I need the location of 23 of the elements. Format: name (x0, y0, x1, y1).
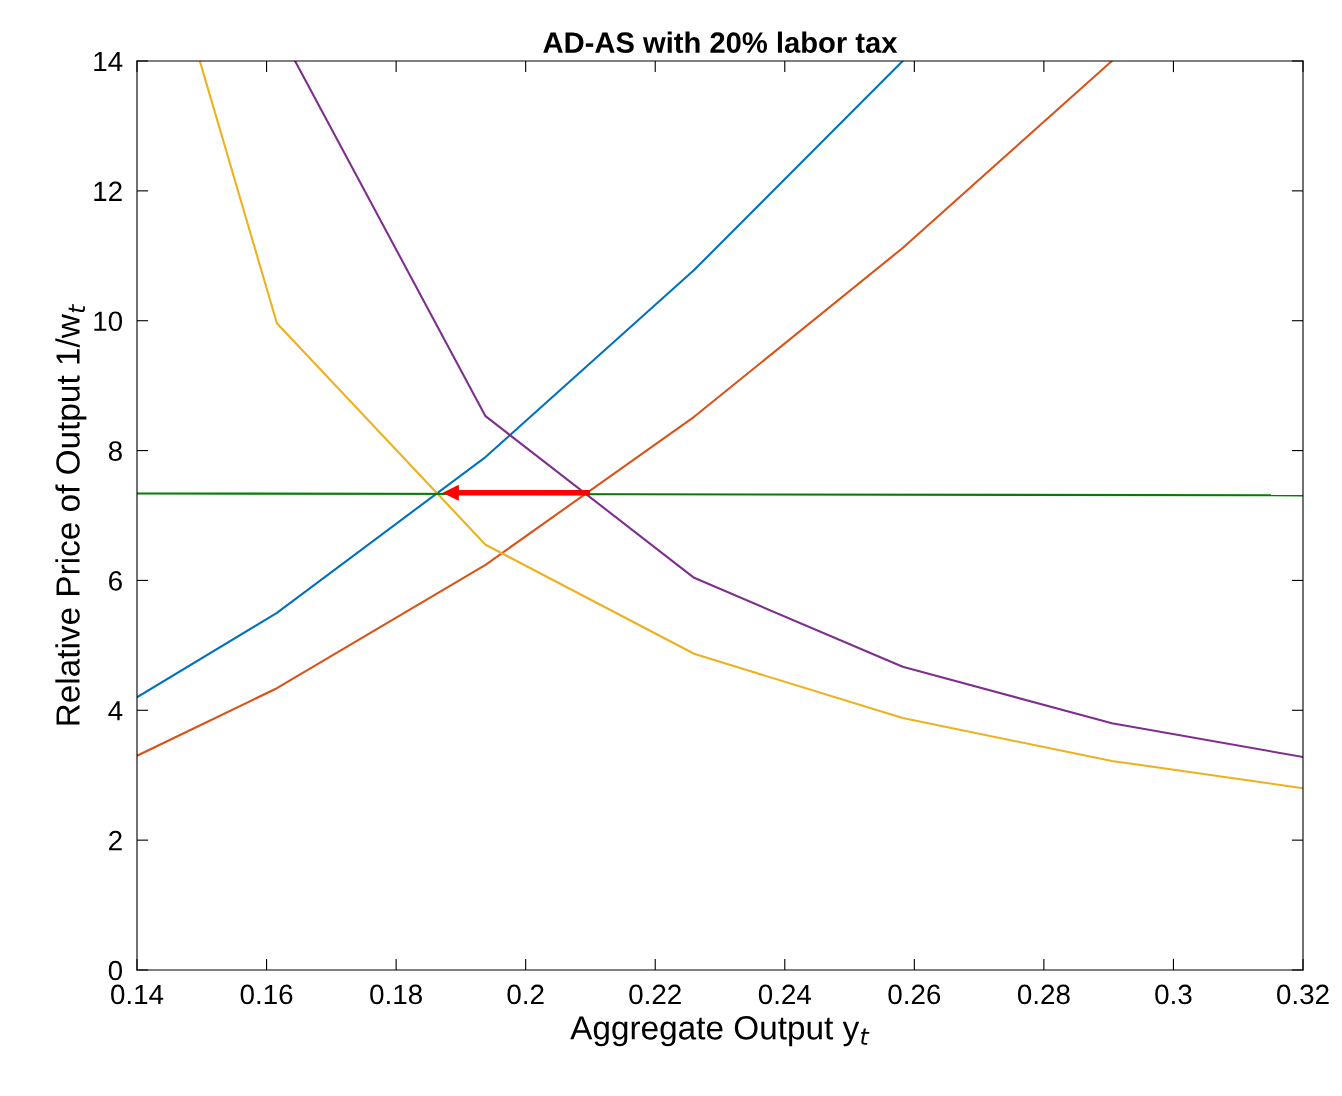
y-tick-label: 14 (94, 51, 123, 72)
y-axis-title: Relative Price of Output 1/w$_{t}$ (55, 304, 87, 725)
x-tick-label: 0.22 (629, 984, 681, 1005)
x-tick-label: 0.26 (888, 984, 941, 1005)
x-axis-title: Aggregate Output y$_{t}$ (570, 1016, 870, 1047)
x-tick-label: 0.14 (111, 984, 164, 1005)
y-tick-label: 12 (94, 181, 122, 201)
y-tick-label: 0 (108, 960, 123, 981)
y-tick-label: 4 (108, 701, 123, 721)
x-tick-label: 0.32 (1277, 984, 1329, 1005)
line-series (137, 61, 1113, 757)
x-tick-label: 0.16 (240, 984, 293, 1005)
y-tick-label: 6 (109, 571, 122, 591)
line-series (137, 61, 904, 699)
chart-title: AD-AS with 20% labor tax (543, 31, 898, 53)
x-tick-label: 0.28 (1017, 984, 1070, 1005)
x-tick-label: 0.2 (507, 984, 544, 1005)
x-tick-label: 0.18 (370, 984, 422, 1005)
y-tick-label: 2 (109, 830, 122, 851)
x-tick-label: 0.3 (1155, 984, 1192, 1005)
x-tick-label: 0.24 (758, 984, 811, 1005)
y-tick-label: 8 (108, 441, 122, 461)
y-tick-label: 10 (94, 311, 123, 332)
